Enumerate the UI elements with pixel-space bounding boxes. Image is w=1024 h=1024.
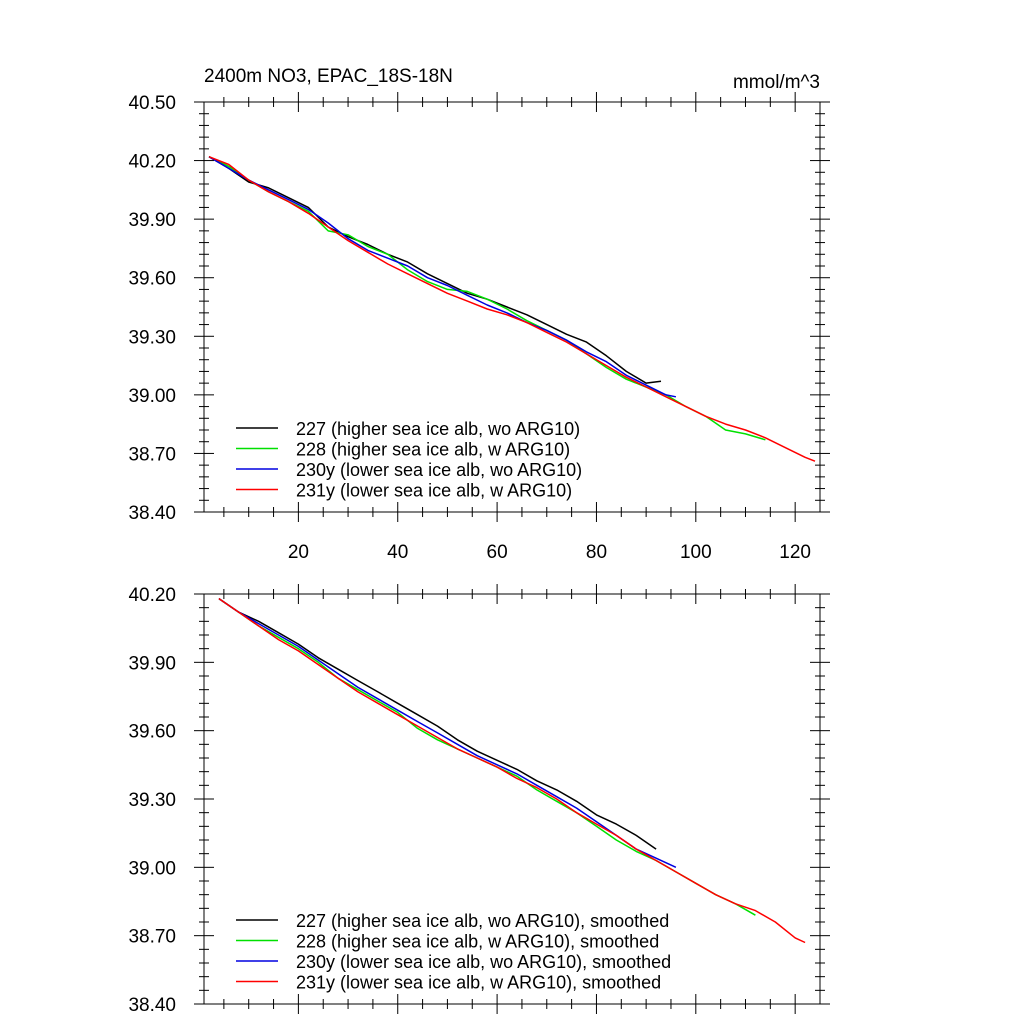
y-tick-label: 38.70: [128, 444, 176, 465]
legend-label: 231y (lower sea ice alb, w ARG10): [296, 481, 572, 501]
y-tick-label: 38.40: [128, 995, 176, 1016]
x-tick-label: 60: [487, 542, 508, 563]
x-tick-label: 100: [680, 542, 712, 563]
series-line: [208, 156, 662, 384]
chart-title: 2400m NO3, EPAC_18S-18N: [204, 66, 453, 87]
y-tick-label: 40.50: [128, 93, 176, 114]
series-lines: [208, 156, 816, 462]
series-line: [208, 156, 677, 398]
y-tick-label: 39.90: [128, 210, 176, 231]
y-tick-label: 39.30: [128, 790, 176, 811]
y-tick-label: 38.70: [128, 927, 176, 948]
series-line: [208, 156, 766, 441]
top-chart: 2400m NO3, EPAC_18S-18N mmol/m^3 20 40 60 8…: [128, 66, 830, 563]
x-tick-label: 80: [586, 542, 607, 563]
y-tick-label: 39.90: [128, 653, 176, 674]
series-lines: [218, 597, 806, 944]
y-tick-label: 39.00: [128, 386, 176, 407]
plot-frame: [203, 101, 821, 513]
y-tick-label: 39.30: [128, 327, 176, 348]
series-line: [218, 597, 806, 944]
series-line: [208, 156, 816, 462]
y-tick-label: 40.20: [128, 152, 176, 173]
units-label: mmol/m^3: [733, 72, 820, 93]
legend-label: 228 (higher sea ice alb, w ARG10): [296, 440, 570, 460]
x-tick-label: 120: [779, 542, 811, 563]
legend: 227 (higher sea ice alb, wo ARG10), smoo…: [236, 911, 671, 993]
x-ticks: [223, 584, 796, 1014]
y-ticks: 38.40 38.70 39.00 39.30 39.60 39.90 40.20 40.50: [128, 93, 830, 524]
legend: 227 (higher sea ice alb, wo ARG10)228 (h…: [236, 419, 582, 501]
series-line: [218, 597, 657, 850]
y-ticks: 38.40 38.70 39.00 39.30 39.60 39.90 40.20: [128, 585, 830, 1016]
legend-label: 227 (higher sea ice alb, wo ARG10): [296, 419, 580, 439]
series-line: [218, 597, 677, 868]
series-line: [218, 597, 756, 916]
x-tick-label: 20: [288, 542, 309, 563]
legend-label: 228 (higher sea ice alb, w ARG10), smoot…: [296, 932, 659, 952]
x-ticks: 20 40 60 80 100 120: [223, 92, 811, 563]
legend-label: 230y (lower sea ice alb, wo ARG10): [296, 460, 582, 480]
y-tick-label: 40.20: [128, 585, 176, 606]
y-tick-label: 38.40: [128, 503, 176, 524]
y-tick-label: 39.60: [128, 269, 176, 290]
legend-label: 231y (lower sea ice alb, w ARG10), smoot…: [296, 973, 661, 993]
y-tick-label: 39.60: [128, 722, 176, 743]
y-tick-label: 39.00: [128, 858, 176, 879]
legend-label: 230y (lower sea ice alb, wo ARG10), smoo…: [296, 952, 671, 972]
x-tick-label: 40: [387, 542, 408, 563]
legend-label: 227 (higher sea ice alb, wo ARG10), smoo…: [296, 911, 669, 931]
bottom-chart: 38.40 38.70 39.00 39.30 39.60 39.90 40.20 227 …: [128, 584, 830, 1016]
